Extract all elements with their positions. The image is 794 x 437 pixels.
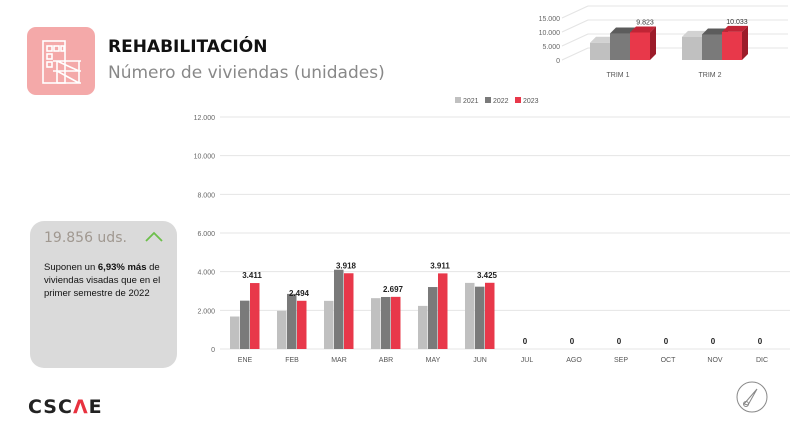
bar-2023-JUN xyxy=(485,282,495,349)
y-tick-label: 10.000 xyxy=(539,30,561,37)
x-tick-label: JUN xyxy=(473,357,487,364)
gridline xyxy=(561,47,589,61)
data-label: 3.411 xyxy=(242,271,262,280)
y-tick-label: 6.000 xyxy=(197,231,215,238)
x-tick-label: NOV xyxy=(707,357,723,364)
bar-2022-MAY xyxy=(428,287,438,349)
y-tick-label: 10.000 xyxy=(194,154,216,161)
bar-2022-ENE xyxy=(240,300,250,349)
bar-2021-TRIM 2 xyxy=(682,36,702,60)
bar-side-2023 xyxy=(650,26,656,61)
legend-swatch xyxy=(455,97,461,103)
bar-2022-TRIM 1 xyxy=(610,33,630,60)
legend-label: 2022 xyxy=(493,98,509,105)
quarterly-3d-chart: 0 5.000 10.000 15.000 9.823 TRIM 1 10.033 TRIM … xyxy=(539,5,788,79)
data-label: 2.697 xyxy=(383,285,404,294)
bar-2023-TRIM 2 xyxy=(722,31,742,60)
chevron-up-icon xyxy=(145,229,163,247)
bar-2021-ABR xyxy=(371,298,381,349)
x-tick-label: MAY xyxy=(426,357,441,364)
data-label: 0 xyxy=(523,337,528,346)
bar-2021-FEB xyxy=(277,310,287,349)
kpi-highlight: 6,93% más xyxy=(97,262,147,273)
x-tick-label: ENE xyxy=(238,357,253,364)
kpi-text-after: de viviendas visadas que en el primer se… xyxy=(44,262,161,299)
data-label: 9.823 xyxy=(636,19,654,26)
bar-2022-JUN xyxy=(475,286,485,349)
rehabilitation-building-icon xyxy=(27,27,95,95)
bar-2023-FEB xyxy=(297,300,307,349)
bar-2022-TRIM 2 xyxy=(702,34,722,60)
bar-2021-MAR xyxy=(324,300,334,349)
bar-2021-MAY xyxy=(418,305,428,349)
x-tick-label: TRIM 1 xyxy=(607,72,630,79)
bar-2023-MAY xyxy=(438,273,448,349)
bar-2023-ENE xyxy=(250,283,260,349)
bar-2021-TRIM 1 xyxy=(590,42,610,60)
x-tick-label: MAR xyxy=(331,357,347,364)
cscae-logo: CSCΛE xyxy=(28,396,103,418)
bar-2022-MAR xyxy=(334,269,344,349)
kpi-card: 19.856 uds. Suponen un 6,93% más de vivi… xyxy=(30,221,177,368)
x-tick-label: ABR xyxy=(379,357,393,364)
gauge-icon[interactable] xyxy=(735,380,769,419)
x-tick-label: TRIM 2 xyxy=(699,72,722,79)
data-label: 10.033 xyxy=(726,19,748,26)
data-label: 2.494 xyxy=(289,289,310,298)
y-tick-label: 0 xyxy=(556,58,560,65)
y-tick-label: 4.000 xyxy=(197,270,215,277)
x-tick-label: AGO xyxy=(566,357,582,364)
data-label: 3.911 xyxy=(430,261,450,270)
bar-2021-JUN xyxy=(465,282,475,349)
kpi-description: Suponen un 6,93% más de viviendas visada… xyxy=(44,261,169,300)
y-tick-label: 15.000 xyxy=(539,16,561,23)
data-label: 0 xyxy=(617,337,622,346)
gridline xyxy=(561,5,589,19)
x-tick-label: JUL xyxy=(521,357,534,364)
x-tick-label: SEP xyxy=(614,357,628,364)
bar-top-2022 xyxy=(610,27,636,34)
x-tick-label: OCT xyxy=(661,357,677,364)
kpi-value: 19.856 uds. xyxy=(44,230,127,246)
bar-top-2021 xyxy=(682,30,708,37)
gridline xyxy=(561,33,589,47)
bar-2023-TRIM 1 xyxy=(630,32,650,60)
bar-2022-ABR xyxy=(381,296,391,349)
y-tick-label: 8.000 xyxy=(197,192,215,199)
page-title: REHABILITACIÓN xyxy=(108,37,268,57)
monthly-bar-chart: 0 2.000 4.000 6.000 8.000 10.000 12.000 2021 202… xyxy=(194,97,790,364)
gridline xyxy=(561,19,589,33)
bar-top-2021 xyxy=(590,36,616,43)
legend-swatch xyxy=(515,97,521,103)
bar-2023-MAR xyxy=(344,273,354,349)
bar-2021-ENE xyxy=(230,316,240,349)
bar-side-2023 xyxy=(742,25,748,60)
data-label: 3.425 xyxy=(477,271,498,280)
y-tick-label: 5.000 xyxy=(542,44,560,51)
y-tick-label: 0 xyxy=(211,347,215,354)
x-tick-label: FEB xyxy=(285,357,299,364)
data-label: 0 xyxy=(664,337,669,346)
page-subtitle: Número de viviendas (unidades) xyxy=(108,63,385,83)
legend-label: 2023 xyxy=(523,98,539,105)
legend-swatch xyxy=(485,97,491,103)
bar-top-2023 xyxy=(722,25,748,32)
y-tick-label: 2.000 xyxy=(197,308,215,315)
kpi-text-before: Suponen un xyxy=(44,262,98,273)
bar-top-2023 xyxy=(630,26,656,33)
bar-2023-ABR xyxy=(391,296,401,349)
x-tick-label: DIC xyxy=(756,357,768,364)
data-label: 3.918 xyxy=(336,261,357,270)
legend-label: 2021 xyxy=(463,98,479,105)
data-label: 0 xyxy=(758,337,763,346)
data-label: 0 xyxy=(570,337,575,346)
bar-top-2022 xyxy=(702,28,728,35)
data-label: 0 xyxy=(711,337,716,346)
bar-2022-FEB xyxy=(287,293,297,349)
y-tick-label: 12.000 xyxy=(194,115,216,122)
